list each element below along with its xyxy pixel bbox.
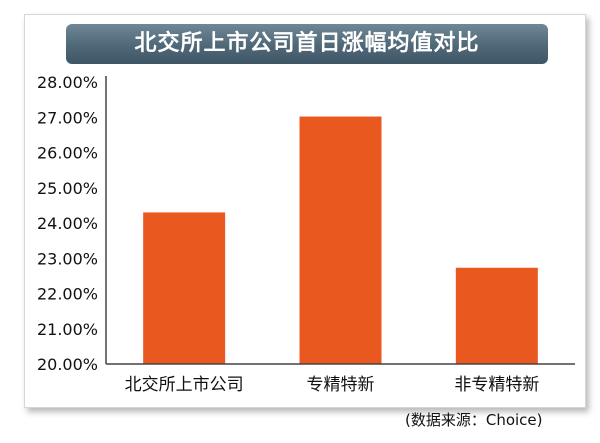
y-tick-label: 26.00% (37, 144, 98, 163)
y-tick-label: 21.00% (37, 320, 98, 339)
y-tick-label: 25.00% (37, 179, 98, 198)
chart-title: 北交所上市公司首日涨幅均值对比 (66, 24, 548, 64)
source-note: (数据来源：Choice) (405, 411, 543, 429)
y-tick-label: 23.00% (37, 249, 98, 268)
bar (455, 267, 538, 364)
x-category-label: 非专精特新 (454, 375, 539, 395)
x-category-label: 北交所上市公司 (125, 375, 244, 395)
y-tick-label: 24.00% (37, 214, 98, 233)
bar (299, 116, 382, 364)
y-tick-label: 28.00% (37, 73, 98, 92)
y-tick-label: 22.00% (37, 285, 98, 304)
x-category-label: 专精特新 (307, 375, 375, 395)
y-tick-label: 20.00% (37, 355, 98, 374)
y-tick-label: 27.00% (37, 108, 98, 127)
bar (143, 212, 226, 364)
